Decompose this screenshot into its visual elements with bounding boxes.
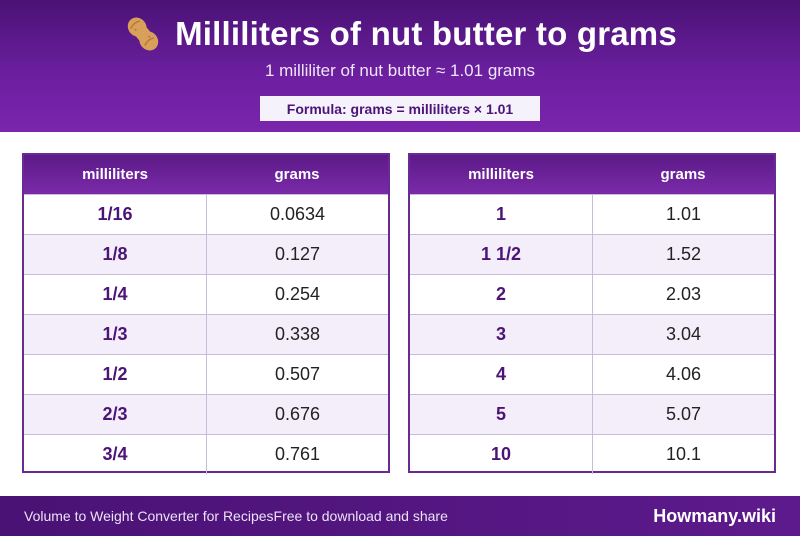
grams-cell: 4.06 bbox=[665, 364, 702, 384]
milliliters-cell: 1/8 bbox=[24, 235, 207, 274]
milliliters-cell: 1/2 bbox=[24, 355, 207, 394]
table-row: 10 10.1 bbox=[410, 434, 774, 474]
footer-bar: Volume to Weight Converter for Recipes F… bbox=[0, 496, 800, 536]
brand-link[interactable]: Howmany.wiki bbox=[653, 505, 776, 526]
grams-cell: 1.52 bbox=[665, 244, 702, 264]
milliliters-cell: 1/4 bbox=[24, 275, 207, 314]
grams-cell: 5.07 bbox=[665, 404, 702, 424]
grams-cell: 0.507 bbox=[274, 364, 321, 384]
grams-cell: 2.03 bbox=[665, 284, 702, 304]
page-title: Milliliters of nut butter to grams bbox=[175, 15, 677, 52]
column-header-milliliters: milliliters bbox=[82, 166, 148, 183]
grams-cell: 0.0634 bbox=[269, 204, 326, 224]
grams-cell: 0.338 bbox=[274, 324, 321, 344]
grams-cell: 0.761 bbox=[274, 444, 321, 464]
table-row: 1 1.01 bbox=[410, 194, 774, 234]
table-row: 1/3 0.338 bbox=[24, 314, 388, 354]
milliliters-cell: 1/3 bbox=[24, 315, 207, 354]
conversion-subtitle: 1 milliliter of nut butter ≈ 1.01 grams bbox=[264, 61, 536, 80]
milliliters-cell: 10 bbox=[410, 435, 593, 474]
milliliters-cell: 1/16 bbox=[24, 195, 207, 234]
column-header-grams: grams bbox=[274, 166, 320, 183]
header-banner: Milliliters of nut butter to grams 1 mil… bbox=[0, 0, 800, 132]
milliliters-cell: 2/3 bbox=[24, 395, 207, 434]
table-row: 1/2 0.507 bbox=[24, 354, 388, 394]
milliliters-cell: 1 1/2 bbox=[410, 235, 593, 274]
milliliters-cell: 5 bbox=[410, 395, 593, 434]
footer-share-note: Free to download and share bbox=[273, 508, 448, 524]
table-row: 2 2.03 bbox=[410, 274, 774, 314]
table-header: milliliters grams bbox=[410, 155, 774, 194]
grams-cell: 3.04 bbox=[665, 324, 702, 344]
footer-converter-label: Volume to Weight Converter for Recipes bbox=[24, 508, 274, 524]
milliliters-cell: 3 bbox=[410, 315, 593, 354]
table-header: milliliters grams bbox=[24, 155, 388, 194]
grams-cell: 0.676 bbox=[274, 404, 321, 424]
formula-badge: Formula: grams = milliliters × 1.01 bbox=[260, 96, 540, 121]
table-row: 2/3 0.676 bbox=[24, 394, 388, 434]
grams-cell: 1.01 bbox=[665, 204, 702, 224]
conversion-table-right: milliliters grams 1 1.01 1 1/2 1.52 2 2.03 … bbox=[408, 153, 776, 474]
grams-cell: 10.1 bbox=[665, 444, 702, 464]
column-header-milliliters: milliliters bbox=[468, 166, 534, 183]
table-row: 1 1/2 1.52 bbox=[410, 234, 774, 274]
milliliters-cell: 2 bbox=[410, 275, 593, 314]
table-row: 1/16 0.0634 bbox=[24, 194, 388, 234]
table-row: 5 5.07 bbox=[410, 394, 774, 434]
peanut-icon bbox=[127, 17, 159, 51]
table-row: 3/4 0.761 bbox=[24, 434, 388, 474]
column-header-grams: grams bbox=[660, 166, 706, 183]
table-row: 1/4 0.254 bbox=[24, 274, 388, 314]
table-row: 1/8 0.127 bbox=[24, 234, 388, 274]
milliliters-cell: 4 bbox=[410, 355, 593, 394]
milliliters-cell: 1 bbox=[410, 195, 593, 234]
table-row: 3 3.04 bbox=[410, 314, 774, 354]
grams-cell: 0.127 bbox=[274, 244, 321, 264]
grams-cell: 0.254 bbox=[274, 284, 321, 304]
title-row: Milliliters of nut butter to grams bbox=[0, 13, 800, 55]
milliliters-cell: 3/4 bbox=[24, 435, 207, 474]
conversion-table-left: milliliters grams 1/16 0.0634 1/8 0.127 1/… bbox=[22, 153, 390, 474]
table-row: 4 4.06 bbox=[410, 354, 774, 394]
